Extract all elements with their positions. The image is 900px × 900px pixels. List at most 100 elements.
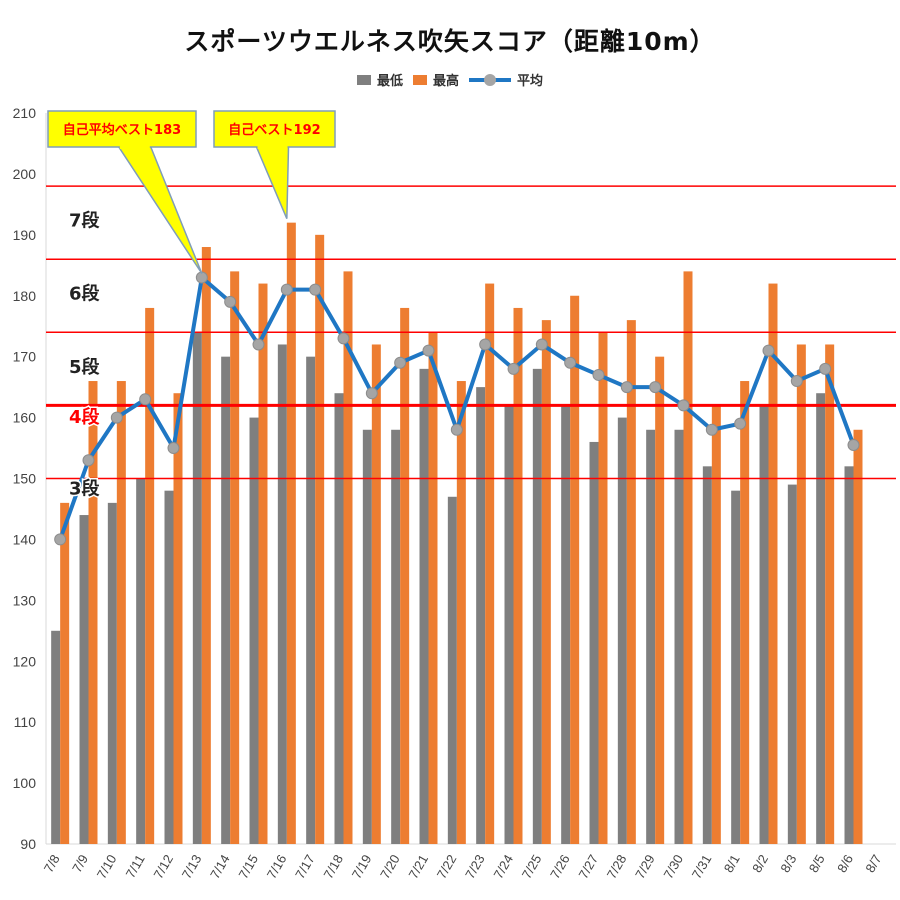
bar-min bbox=[787, 484, 797, 844]
x-tick-label: 7/30 bbox=[660, 852, 686, 881]
average-point bbox=[705, 423, 718, 436]
reference-label: 7段 bbox=[69, 210, 101, 232]
bar-min bbox=[164, 490, 174, 844]
bar-min bbox=[476, 387, 486, 844]
x-tick-label: 7/21 bbox=[405, 852, 431, 881]
x-tick-label: 8/3 bbox=[777, 852, 799, 875]
x-tick-label: 7/9 bbox=[69, 852, 91, 875]
x-tick-label: 7/13 bbox=[179, 852, 205, 881]
bar-max bbox=[655, 356, 665, 844]
average-point bbox=[535, 338, 548, 351]
average-point bbox=[450, 423, 463, 436]
average-point bbox=[252, 338, 265, 351]
bar-min bbox=[419, 368, 429, 844]
bar-min bbox=[362, 429, 372, 844]
x-tick-label: 7/11 bbox=[123, 852, 148, 881]
bar-min bbox=[249, 417, 259, 844]
bar-min bbox=[447, 496, 457, 844]
average-point bbox=[280, 283, 293, 296]
average-point bbox=[82, 454, 95, 467]
bar-max bbox=[541, 320, 551, 844]
reference-label: 3段 bbox=[69, 478, 101, 500]
average-point bbox=[337, 332, 350, 345]
callout-seam bbox=[119, 145, 150, 149]
x-tick-label: 7/27 bbox=[575, 852, 601, 881]
average-point bbox=[734, 417, 747, 430]
average-point bbox=[479, 338, 492, 351]
average-point bbox=[564, 356, 577, 369]
bar-max bbox=[201, 247, 211, 844]
legend-item-avg: 平均 bbox=[469, 70, 543, 89]
average-point bbox=[394, 356, 407, 369]
legend-swatch-min bbox=[356, 74, 371, 85]
bar-min bbox=[759, 405, 769, 844]
legend-item-max: 最高 bbox=[412, 70, 459, 89]
y-tick-label: 140 bbox=[13, 531, 37, 547]
bar-max bbox=[116, 381, 126, 844]
bar-max bbox=[230, 271, 240, 845]
bar-max bbox=[315, 234, 325, 845]
bar-max bbox=[60, 502, 70, 844]
reference-label: 5段 bbox=[69, 356, 101, 378]
bar-min bbox=[617, 417, 627, 844]
bar-max bbox=[343, 271, 353, 845]
bars-group bbox=[51, 222, 863, 845]
callout-box bbox=[47, 110, 197, 148]
callout: 自己平均ベスト183 bbox=[47, 110, 203, 274]
bar-min bbox=[192, 332, 202, 844]
x-tick-label: 7/17 bbox=[292, 852, 318, 881]
x-tick-label: 8/7 bbox=[862, 852, 884, 875]
legend-label-avg: 平均 bbox=[517, 74, 544, 89]
legend-swatch-avg bbox=[469, 73, 511, 86]
x-tick-label: 7/28 bbox=[604, 852, 630, 881]
average-point bbox=[54, 533, 67, 546]
average-point bbox=[592, 368, 605, 381]
bar-min bbox=[136, 478, 146, 844]
legend: 最低 最高 平均 bbox=[0, 70, 900, 89]
bar-max bbox=[88, 381, 98, 844]
y-tick-label: 200 bbox=[13, 166, 37, 182]
bar-min bbox=[702, 466, 712, 844]
y-tick-label: 110 bbox=[14, 714, 37, 730]
bar-max bbox=[371, 344, 381, 844]
reference-label: 4段 bbox=[69, 406, 101, 428]
y-tick-label: 150 bbox=[13, 471, 37, 487]
callout: 自己ベスト192 bbox=[213, 110, 336, 219]
x-tick-label: 7/10 bbox=[94, 852, 120, 881]
bar-min bbox=[306, 356, 316, 844]
legend-item-min: 最低 bbox=[356, 70, 403, 89]
y-tick-label: 130 bbox=[13, 592, 37, 608]
y-tick-label: 90 bbox=[20, 836, 36, 852]
callout-pointer bbox=[117, 146, 203, 274]
bar-min bbox=[79, 515, 89, 844]
callout-text: 自己平均ベスト183 bbox=[63, 122, 181, 138]
x-tick-label: 8/6 bbox=[834, 852, 856, 875]
x-tick-label: 7/31 bbox=[689, 852, 715, 881]
x-tick-label: 7/14 bbox=[207, 852, 233, 881]
x-tick-label: 7/16 bbox=[264, 852, 290, 881]
average-point bbox=[677, 399, 690, 412]
x-tick-label: 7/15 bbox=[235, 852, 261, 881]
bar-min bbox=[107, 502, 117, 844]
bar-max bbox=[796, 344, 806, 844]
callout-text: 自己ベスト192 bbox=[228, 122, 320, 138]
y-tick-label: 170 bbox=[13, 349, 37, 365]
average-point bbox=[649, 381, 662, 394]
bar-max bbox=[485, 283, 495, 845]
y-tick-label: 180 bbox=[13, 288, 37, 304]
bar-max bbox=[570, 295, 580, 844]
reference-label: 6段 bbox=[69, 283, 101, 305]
bar-min bbox=[589, 441, 599, 844]
bar-min bbox=[504, 405, 514, 844]
legend-label-min: 最低 bbox=[376, 74, 403, 89]
average-point bbox=[365, 387, 378, 400]
bar-max bbox=[740, 381, 750, 844]
y-tick-label: 120 bbox=[13, 653, 37, 669]
x-tick-label: 7/24 bbox=[490, 852, 516, 881]
bar-max bbox=[173, 393, 183, 844]
callout-box bbox=[213, 110, 336, 148]
bar-min bbox=[674, 429, 684, 844]
bar-min bbox=[844, 466, 854, 844]
x-tick-label: 7/22 bbox=[434, 852, 460, 881]
